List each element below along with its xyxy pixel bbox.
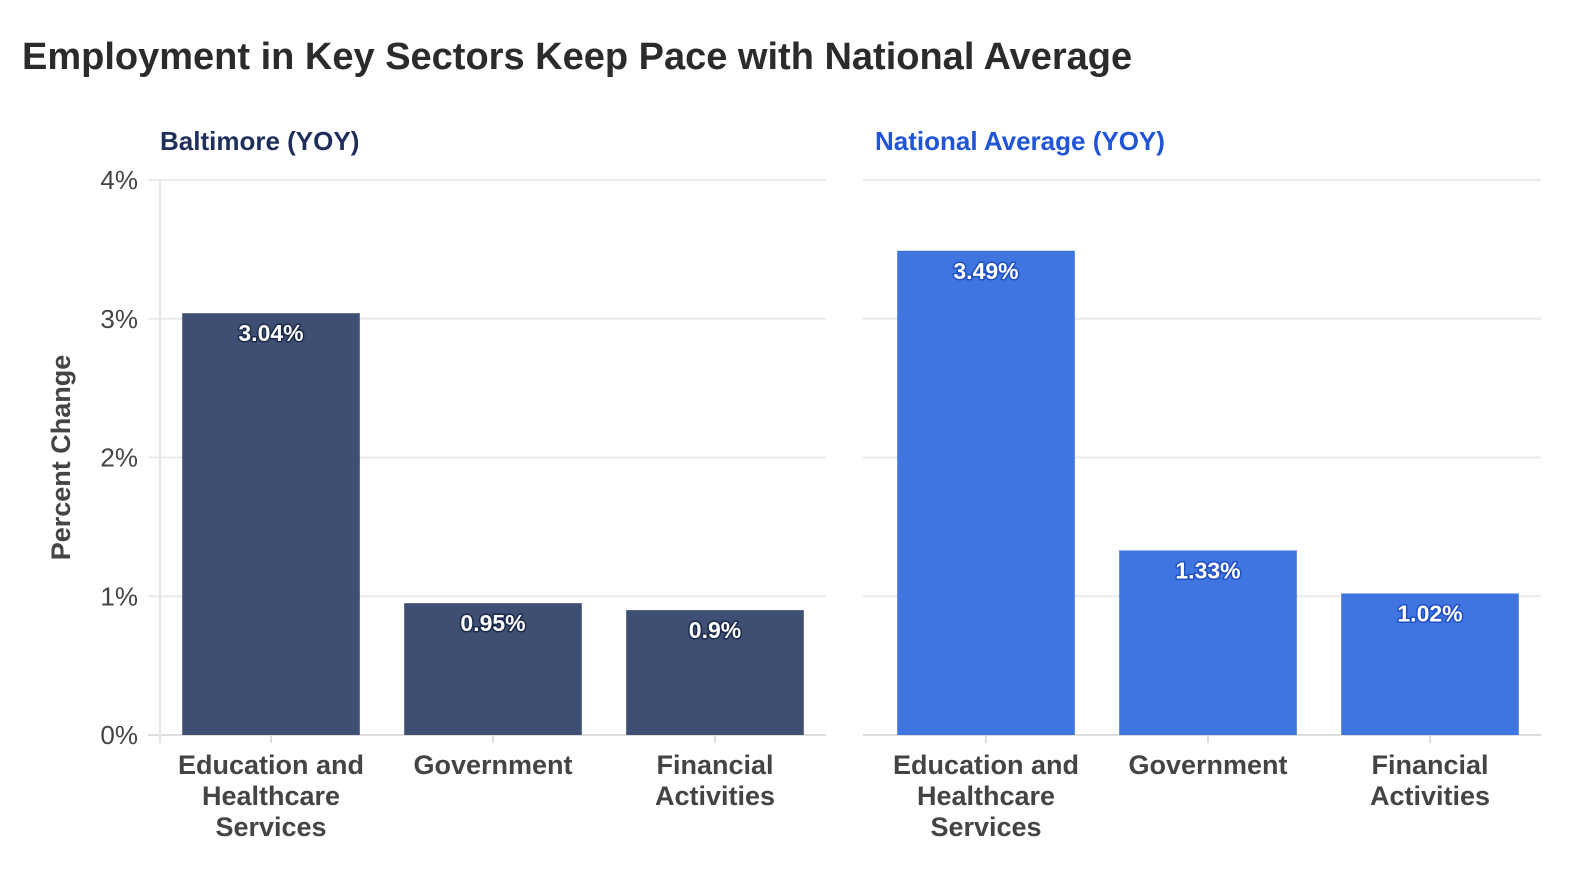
category-label: Government bbox=[1128, 750, 1287, 780]
data-label: 3.04% bbox=[238, 320, 303, 346]
data-label: 0.95% bbox=[460, 610, 525, 636]
chart-title: Employment in Key Sectors Keep Pace with… bbox=[22, 36, 1133, 78]
category-label: Financial Activities bbox=[1370, 750, 1490, 811]
bar bbox=[1119, 550, 1297, 735]
category-label: Government bbox=[413, 750, 572, 780]
panel-title-national: National Average (YOY) bbox=[875, 126, 1165, 156]
y-tick-label: 2% bbox=[100, 443, 138, 473]
data-label: 0.9% bbox=[689, 617, 741, 643]
data-label: 3.49% bbox=[953, 258, 1018, 284]
y-axis-title: Percent Change bbox=[46, 355, 76, 561]
bar bbox=[1341, 593, 1519, 735]
bar bbox=[897, 250, 1075, 735]
category-label: Financial Activities bbox=[655, 750, 775, 811]
y-tick-label: 0% bbox=[100, 720, 138, 750]
data-label: 1.02% bbox=[1397, 600, 1462, 626]
bar bbox=[626, 610, 804, 735]
bar bbox=[404, 603, 582, 735]
y-tick-label: 4% bbox=[100, 165, 138, 195]
y-tick-label: 1% bbox=[100, 581, 138, 611]
bar bbox=[182, 313, 360, 735]
data-label: 1.33% bbox=[1175, 557, 1240, 583]
category-label: Education and Healthcare Services bbox=[893, 750, 1079, 842]
category-label: Education and Healthcare Services bbox=[178, 750, 364, 842]
y-tick-label: 3% bbox=[100, 304, 138, 334]
panel-title-baltimore: Baltimore (YOY) bbox=[160, 126, 360, 156]
